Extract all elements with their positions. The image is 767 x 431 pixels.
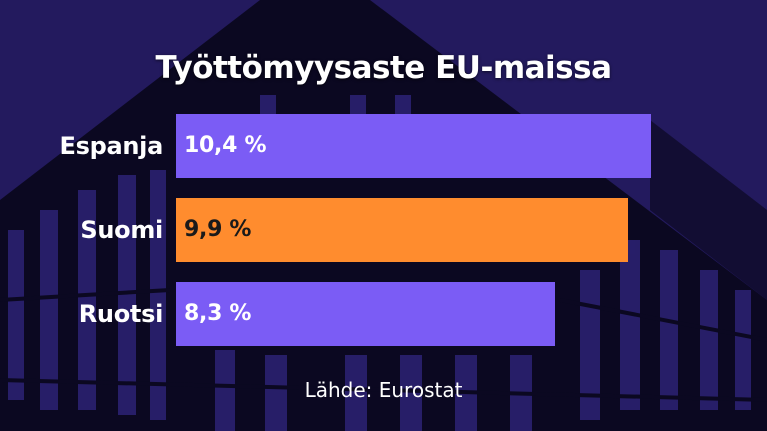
value-label: 10,4 % <box>184 133 267 158</box>
bar-ruotsi: 8,3 % <box>176 282 555 346</box>
source-note: Lähde: Eurostat <box>304 378 463 402</box>
chart-title: Työttömyysaste EU-maissa <box>155 50 612 86</box>
bar-row-suomi: Suomi 9,9 % <box>0 198 767 262</box>
bar-row-ruotsi: Ruotsi 8,3 % <box>0 282 767 346</box>
bar-espanja: 10,4 % <box>176 114 651 178</box>
bar-row-espanja: Espanja 10,4 % <box>0 114 767 178</box>
category-label: Ruotsi <box>78 300 164 328</box>
bar-suomi-highlighted: 9,9 % <box>176 198 628 262</box>
category-label: Suomi <box>80 216 163 244</box>
value-label: 8,3 % <box>184 301 252 326</box>
category-label: Espanja <box>59 132 164 160</box>
value-label: 9,9 % <box>184 217 252 242</box>
